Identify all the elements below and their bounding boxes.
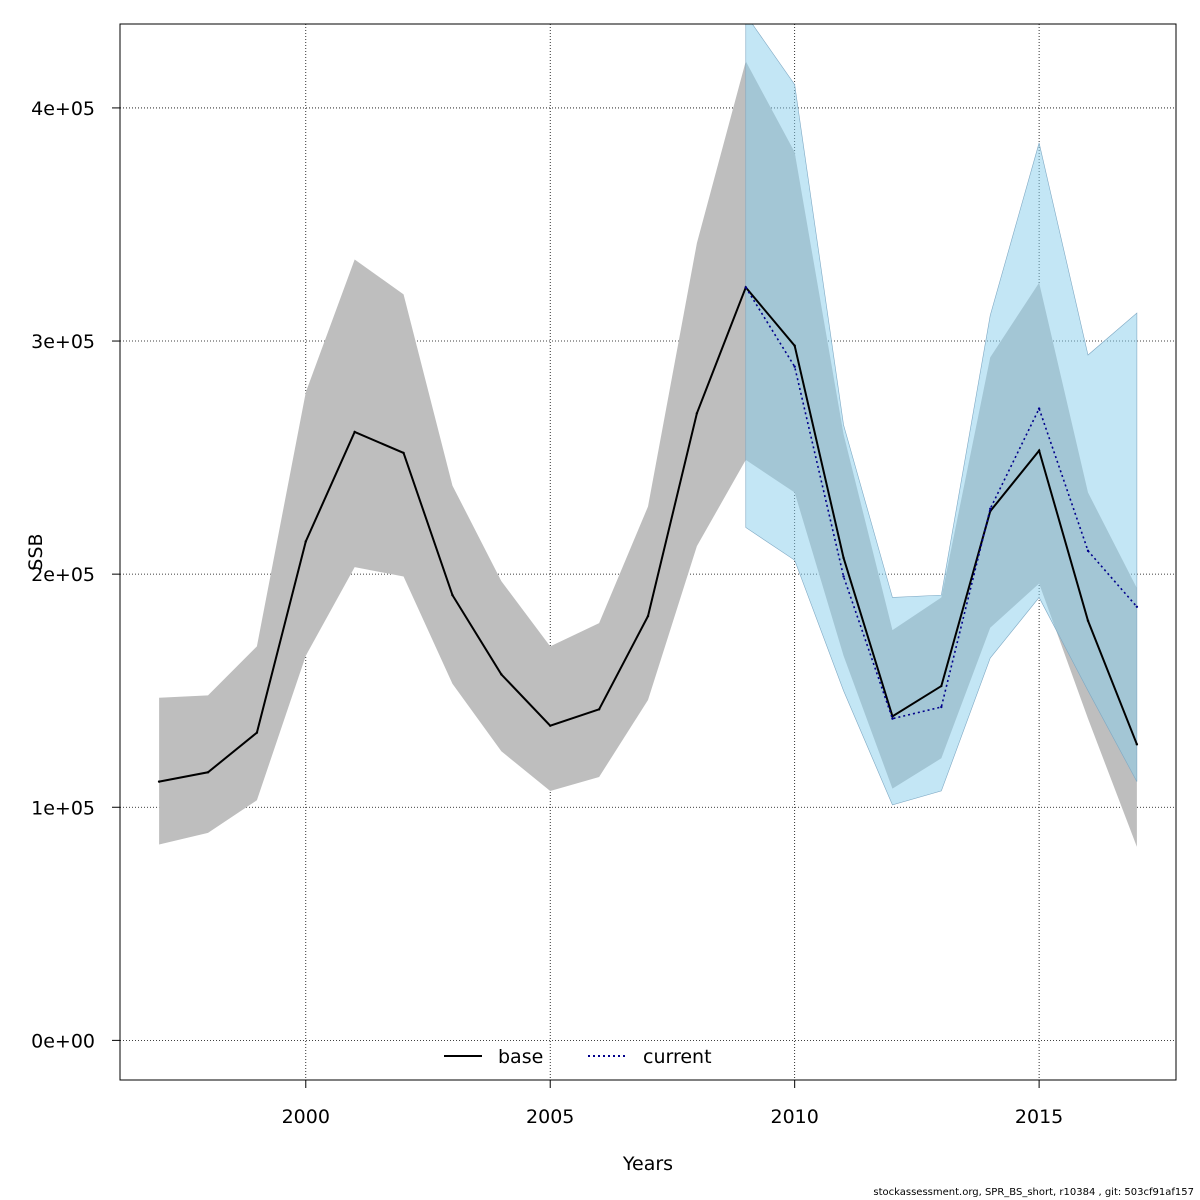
y-tick-label-300000: 3e+05 <box>31 331 95 353</box>
footer-credit: stockassessment.org, SPR_BS_short, r1038… <box>873 1187 1194 1198</box>
point-base-2015 <box>1037 449 1041 452</box>
point-base-2005 <box>549 724 552 727</box>
band-current <box>745 24 1138 806</box>
point-base-2007 <box>646 614 650 618</box>
point-base-1998 <box>206 771 210 774</box>
point-base-2008 <box>695 412 699 415</box>
plot-frame <box>119 23 1177 1081</box>
point-current-2010 <box>793 365 796 368</box>
point-current-2013 <box>940 705 943 709</box>
y-tick-label-200000: 2e+05 <box>31 564 95 586</box>
point-base-2000 <box>304 540 307 543</box>
axis-ticks: 2000 2005 2010 2015 0e+00 1e+05 2e+05 3e+05 4e+0… <box>31 98 1063 1128</box>
y-axis-title: SSB <box>25 533 47 570</box>
x-tick-label-2010: 2010 <box>770 1106 818 1128</box>
point-current-2015 <box>1037 407 1041 410</box>
point-current-2011 <box>842 575 845 578</box>
point-base-1997 <box>157 780 161 783</box>
point-current-2014 <box>989 507 992 511</box>
point-current-2012 <box>891 717 894 720</box>
confidence-bands <box>159 24 1138 847</box>
x-tick-label-2005: 2005 <box>526 1106 574 1128</box>
point-base-2002 <box>402 451 405 455</box>
y-tick-label-100000: 1e+05 <box>31 797 95 819</box>
x-axis-title: Years <box>622 1153 673 1175</box>
point-base-2011 <box>842 556 845 560</box>
point-base-2003 <box>451 593 454 597</box>
x-tick-label-2015: 2015 <box>1015 1106 1063 1128</box>
point-base-2017 <box>1135 743 1139 746</box>
point-base-2010 <box>793 344 796 347</box>
point-current-2017 <box>1135 605 1139 608</box>
series-lines <box>157 285 1139 783</box>
x-tick-label-2000: 2000 <box>282 1106 330 1128</box>
legend-label-current: current <box>643 1046 712 1068</box>
line-current <box>745 286 1138 720</box>
legend-label-base: base <box>498 1046 543 1068</box>
point-base-2006 <box>597 708 601 711</box>
point-base-2013 <box>940 684 943 688</box>
y-tick-label-0: 0e+00 <box>31 1030 95 1052</box>
point-base-2016 <box>1086 619 1090 622</box>
y-tick-label-400000: 4e+05 <box>31 98 95 120</box>
legend: base current <box>444 1046 712 1068</box>
point-base-2004 <box>500 673 503 676</box>
point-current-2016 <box>1086 549 1090 553</box>
point-base-1999 <box>255 731 259 734</box>
point-current-2009 <box>744 286 747 289</box>
point-base-2001 <box>353 430 356 434</box>
